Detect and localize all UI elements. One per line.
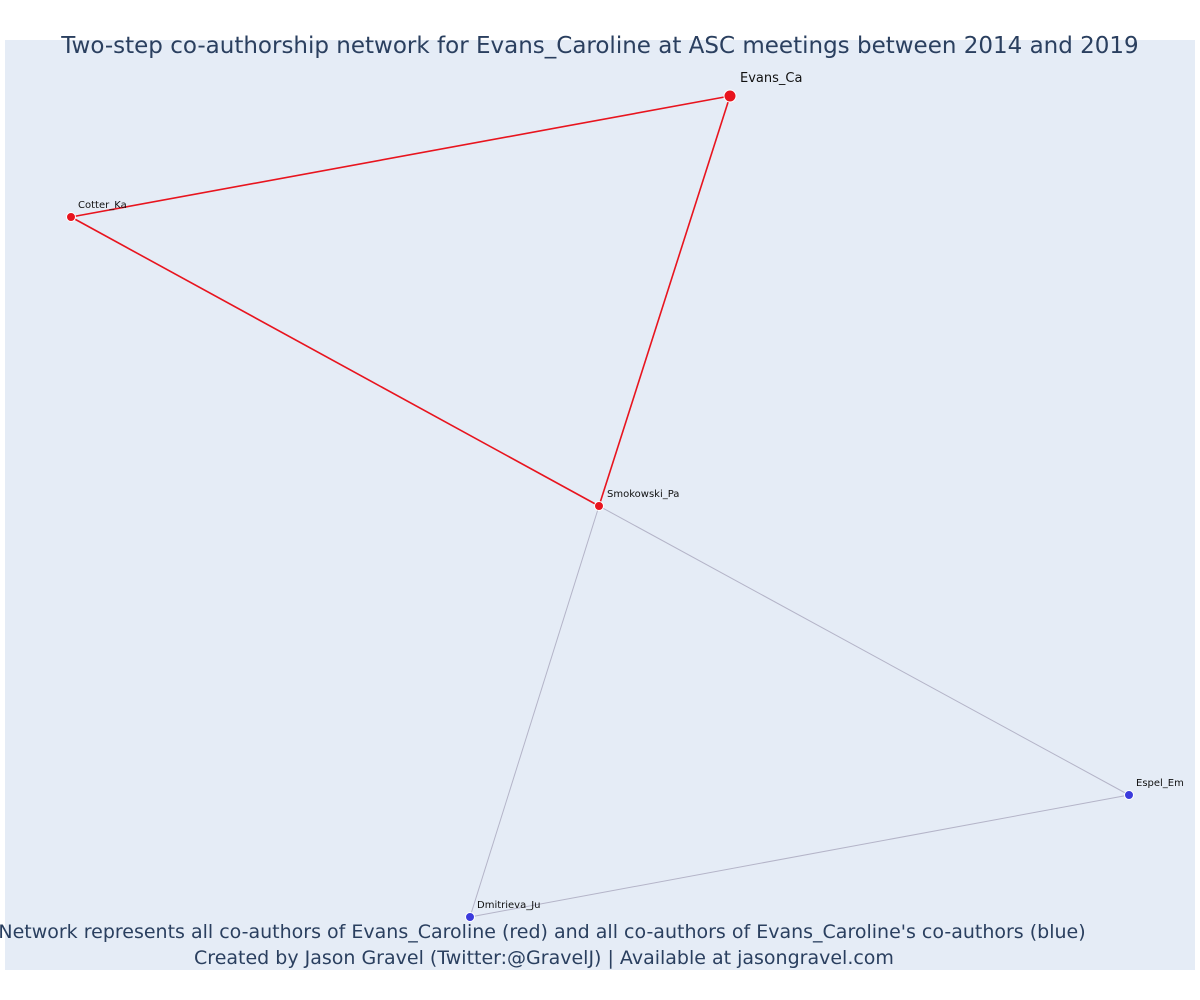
node-espel[interactable]: Espel_Em [1124, 778, 1184, 800]
node-label-espel: Espel_Em [1136, 778, 1184, 789]
node-smokowski[interactable]: Smokowski_Pa [594, 489, 680, 511]
node-label-smokowski: Smokowski_Pa [607, 489, 679, 500]
chart-title: Two-step co-authorship network for Evans… [60, 33, 1138, 59]
node-label-cotter: Cotter_Ka [78, 200, 127, 211]
node-label-evans: Evans_Ca [740, 71, 802, 86]
edge-cotter-smokowski [70, 216, 600, 507]
node-dmitrieva[interactable]: Dmitrieva_Ju [465, 900, 541, 922]
edge-evans-smokowski [598, 95, 731, 507]
edge-smokowski-dmitrieva [469, 505, 600, 918]
nodes-layer: Evans_Ca Cotter_Ka Smokowski_Pa Espel_Em Dmi… [66, 71, 1184, 922]
node-marker-dmitrieva[interactable] [465, 912, 475, 922]
edges-layer [70, 95, 1130, 918]
node-marker-evans[interactable] [723, 89, 737, 103]
node-marker-espel[interactable] [1124, 790, 1134, 800]
node-marker-cotter[interactable] [66, 212, 76, 222]
edge-dmitrieva-espel [469, 794, 1130, 918]
footer-caption: Network represents all co-authors of Eva… [0, 921, 1086, 943]
node-label-dmitrieva: Dmitrieva_Ju [477, 900, 541, 911]
edge-smokowski-espel [598, 505, 1130, 796]
edge-evans-cotter [70, 95, 731, 218]
node-cotter[interactable]: Cotter_Ka [66, 200, 127, 222]
footer-credit: Created by Jason Gravel (Twitter:@Gravel… [194, 947, 894, 969]
node-marker-smokowski[interactable] [594, 501, 604, 511]
node-evans[interactable]: Evans_Ca [723, 71, 802, 103]
